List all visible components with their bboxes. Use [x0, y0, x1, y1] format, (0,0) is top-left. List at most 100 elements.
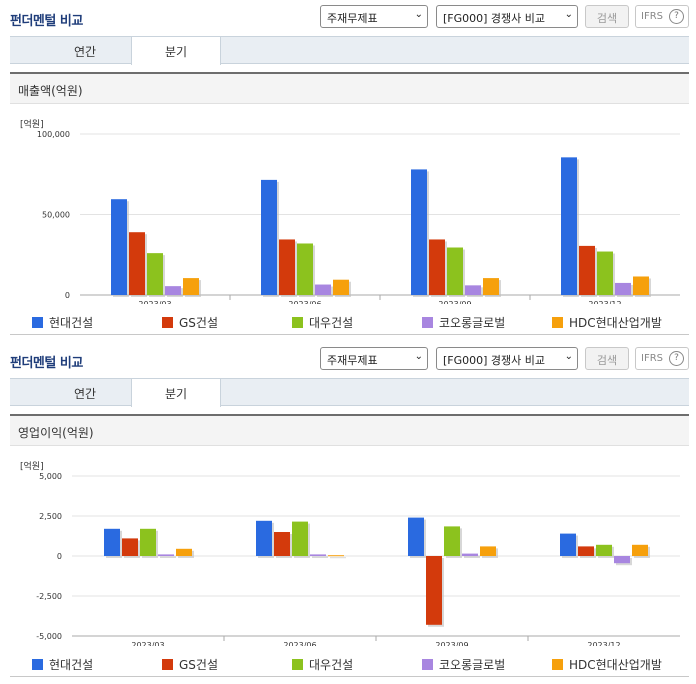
bar[interactable] [465, 285, 481, 295]
divider [10, 334, 689, 335]
bar[interactable] [462, 553, 478, 556]
bar[interactable] [578, 546, 594, 556]
statement-type-select[interactable]: 주재무제표 ⌄ [320, 347, 428, 370]
legend-label: 코오롱글로벌 [439, 316, 506, 330]
legend-label: 대우건설 [309, 658, 354, 672]
tab-annual[interactable]: 연간 [73, 387, 97, 401]
y-tick-label: 0 [65, 291, 70, 300]
legend-item[interactable]: GS건설 [162, 656, 218, 673]
y-tick-label: -2,500 [36, 592, 62, 601]
bar[interactable] [429, 239, 445, 295]
y-tick-label: 0 [57, 552, 62, 561]
legend-swatch [552, 659, 563, 670]
chart-title: 영업이익(억원) [10, 416, 689, 446]
bar[interactable] [256, 520, 272, 556]
bar[interactable] [140, 528, 156, 556]
bar[interactable] [122, 538, 138, 556]
legend-swatch [552, 317, 563, 328]
legend-item[interactable]: 코오롱글로벌 [422, 314, 505, 331]
y-tick-label: 5,000 [39, 472, 62, 481]
bar[interactable] [426, 556, 442, 625]
bar[interactable] [297, 243, 313, 295]
legend-item[interactable]: HDC현대산업개발 [552, 656, 662, 673]
bar[interactable] [411, 169, 427, 295]
bar[interactable] [579, 245, 595, 295]
legend-item[interactable]: 현대건설 [32, 314, 93, 331]
bar[interactable] [310, 554, 326, 556]
legend-label: GS건설 [179, 316, 218, 330]
bar[interactable] [408, 517, 424, 556]
bar[interactable] [596, 544, 612, 556]
legend-swatch [162, 317, 173, 328]
bar[interactable] [597, 251, 613, 295]
bar[interactable] [183, 278, 199, 295]
legend-label: GS건설 [179, 658, 218, 672]
legend-item[interactable]: 현대건설 [32, 656, 93, 673]
bar[interactable] [632, 544, 648, 556]
bar[interactable] [111, 199, 127, 295]
panel-title: 펀더멘털 비교 [10, 14, 83, 29]
x-tick-label: 2023/12 [588, 300, 621, 304]
bar-shadow [330, 557, 346, 559]
help-icon: ? [669, 9, 684, 24]
bar[interactable] [447, 247, 463, 295]
bar[interactable] [292, 521, 308, 556]
bar[interactable] [147, 253, 163, 295]
bar-shadow [160, 556, 176, 558]
legend-item[interactable]: 대우건설 [292, 656, 353, 673]
panel-title: 펀더멘털 비교 [10, 356, 83, 371]
chart-legend: 현대건설 GS건설 대우건설 코오롱글로벌 HDC현대산업개발 [10, 310, 689, 332]
legend-item[interactable]: HDC현대산업개발 [552, 314, 662, 331]
y-tick-label: -5,000 [36, 632, 62, 641]
panel-header: 펀더멘털 비교 주재무제표 ⌄ [FG000] 경쟁사 비교 ⌄ 검색 IFRS… [0, 0, 696, 34]
bar[interactable] [261, 179, 277, 295]
x-tick-label: 2023/03 [131, 641, 164, 646]
bar[interactable] [129, 232, 145, 295]
bar[interactable] [483, 278, 499, 295]
legend-label: 대우건설 [309, 316, 354, 330]
legend-item[interactable]: GS건설 [162, 314, 218, 331]
bar-shadow [464, 555, 480, 558]
legend-label: 현대건설 [49, 316, 94, 330]
legend-swatch [422, 659, 433, 670]
bar[interactable] [279, 239, 295, 295]
legend-swatch [292, 317, 303, 328]
bar[interactable] [633, 276, 649, 295]
period-tabs: 연간 분기 [10, 378, 689, 407]
x-tick-label: 2023/06 [283, 641, 316, 646]
bar[interactable] [158, 554, 174, 556]
compare-group-select[interactable]: [FG000] 경쟁사 비교 ⌄ [436, 347, 578, 370]
tab-annual[interactable]: 연간 [73, 45, 97, 59]
y-tick-label: 50,000 [42, 211, 70, 220]
bar[interactable] [615, 282, 631, 295]
chart-unit-label: [억원] [20, 462, 44, 472]
bar[interactable] [561, 157, 577, 295]
tab-quarterly[interactable]: 분기 [131, 36, 221, 65]
bar[interactable] [176, 548, 192, 556]
bar[interactable] [614, 556, 630, 564]
legend-swatch [32, 659, 43, 670]
statement-type-select[interactable]: 주재무제표 ⌄ [320, 5, 428, 28]
search-button[interactable]: 검색 [585, 347, 629, 370]
bar[interactable] [274, 532, 290, 556]
bar[interactable] [315, 284, 331, 295]
legend-item[interactable]: 대우건설 [292, 314, 353, 331]
bar[interactable] [444, 526, 460, 556]
y-tick-label: 2,500 [39, 512, 62, 521]
bar[interactable] [333, 279, 349, 295]
fundamental-panel-revenue: 펀더멘털 비교 주재무제표 ⌄ [FG000] 경쟁사 비교 ⌄ 검색 IFRS… [0, 0, 696, 332]
search-button[interactable]: 검색 [585, 5, 629, 28]
bar[interactable] [104, 528, 120, 556]
fundamental-panel-operating-income: 펀더멘털 비교 주재무제표 ⌄ [FG000] 경쟁사 비교 ⌄ 검색 IFRS… [0, 342, 696, 684]
bar[interactable] [560, 533, 576, 556]
legend-swatch [162, 659, 173, 670]
ifrs-help-button[interactable]: IFRS ? [635, 5, 689, 28]
compare-group-select[interactable]: [FG000] 경쟁사 비교 ⌄ [436, 5, 578, 28]
bar[interactable] [480, 546, 496, 556]
bar[interactable] [328, 555, 344, 557]
ifrs-help-button[interactable]: IFRS ? [635, 347, 689, 370]
legend-item[interactable]: 코오롱글로벌 [422, 656, 505, 673]
tab-quarterly[interactable]: 분기 [131, 378, 221, 407]
bar[interactable] [165, 286, 181, 295]
revenue-bar-chart: 0 50,000 100,000 2023/03 2023/06 2023/09 2023/… [37, 130, 680, 304]
